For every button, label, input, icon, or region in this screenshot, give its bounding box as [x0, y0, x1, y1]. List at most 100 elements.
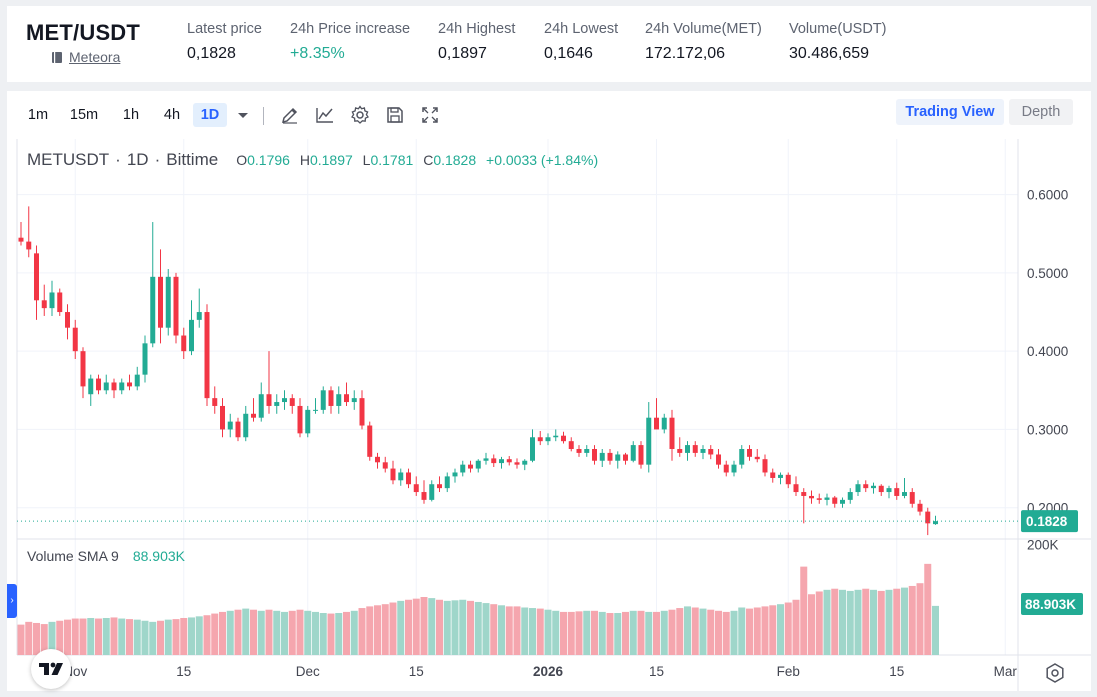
candle-body[interactable] — [49, 292, 55, 309]
candle-body[interactable] — [483, 458, 489, 461]
candle-body[interactable] — [770, 472, 776, 478]
candle-body[interactable] — [816, 498, 822, 500]
tab-trading-view[interactable]: Trading View — [896, 99, 1004, 125]
candle-body[interactable] — [506, 459, 512, 463]
candle-body[interactable] — [111, 382, 117, 391]
candlestick-chart[interactable]: 0.60000.50000.40000.30000.2000200K100K0.… — [7, 139, 1091, 691]
pencil-icon[interactable] — [279, 104, 301, 126]
candle-body[interactable] — [382, 462, 388, 469]
candle-body[interactable] — [444, 476, 450, 489]
candle-body[interactable] — [181, 335, 187, 352]
candle-body[interactable] — [615, 454, 621, 461]
candle-body[interactable] — [925, 511, 931, 524]
tradingview-logo-icon[interactable] — [31, 649, 71, 689]
candle-body[interactable] — [158, 276, 163, 328]
candle-body[interactable] — [902, 492, 907, 496]
candle-body[interactable] — [26, 241, 32, 250]
candle-body[interactable] — [65, 312, 70, 328]
candle-body[interactable] — [289, 398, 295, 406]
candle-body[interactable] — [437, 484, 442, 489]
candle-body[interactable] — [189, 319, 194, 352]
candle-body[interactable] — [173, 276, 179, 336]
candle-body[interactable] — [313, 409, 318, 411]
candle-body[interactable] — [685, 445, 690, 453]
candle-body[interactable] — [514, 462, 520, 465]
candle-body[interactable] — [630, 445, 636, 461]
candle-body[interactable] — [801, 492, 807, 496]
candle-body[interactable] — [762, 459, 768, 473]
candle-body[interactable] — [754, 456, 760, 460]
project-name[interactable]: Meteora — [69, 49, 121, 65]
candle-body[interactable] — [809, 495, 814, 499]
candle-body[interactable] — [72, 327, 78, 352]
candle-body[interactable] — [34, 253, 39, 301]
candle-body[interactable] — [909, 492, 915, 504]
candle-body[interactable] — [793, 484, 799, 493]
candle-body[interactable] — [878, 485, 884, 493]
candle-body[interactable] — [832, 497, 838, 504]
candle-body[interactable] — [142, 343, 148, 375]
candle-body[interactable] — [638, 445, 644, 465]
candle-body[interactable] — [731, 464, 737, 473]
candle-body[interactable] — [871, 485, 876, 489]
candle-body[interactable] — [243, 413, 249, 438]
candle-body[interactable] — [212, 398, 218, 406]
candle-body[interactable] — [778, 474, 783, 478]
candle-body[interactable] — [669, 417, 675, 449]
candle-body[interactable] — [491, 458, 497, 464]
candle-body[interactable] — [375, 456, 380, 463]
candle-body[interactable] — [88, 378, 94, 395]
candle-body[interactable] — [134, 374, 140, 387]
candle-body[interactable] — [847, 492, 853, 500]
candle-body[interactable] — [390, 468, 396, 481]
settings-icon[interactable] — [349, 104, 371, 126]
candle-body[interactable] — [677, 449, 683, 453]
candle-body[interactable] — [421, 492, 427, 500]
candle-body[interactable] — [282, 398, 287, 403]
candle-body[interactable] — [220, 405, 225, 430]
candle-body[interactable] — [863, 484, 869, 489]
candle-body[interactable] — [413, 484, 419, 493]
candle-body[interactable] — [165, 276, 171, 328]
candle-body[interactable] — [320, 390, 326, 410]
candle-body[interactable] — [700, 449, 706, 453]
side-panel-toggle[interactable]: › — [7, 584, 17, 618]
candle-body[interactable] — [204, 312, 210, 399]
candle-body[interactable] — [553, 435, 559, 438]
candle-body[interactable] — [840, 499, 845, 504]
candle-body[interactable] — [499, 459, 504, 464]
candle-body[interactable] — [305, 409, 311, 434]
candle-body[interactable] — [344, 394, 349, 403]
candle-body[interactable] — [150, 276, 156, 344]
candle-body[interactable] — [537, 437, 543, 442]
candle-body[interactable] — [452, 472, 458, 477]
candle-body[interactable] — [274, 402, 280, 406]
candle-body[interactable] — [460, 464, 466, 473]
timeframe-dropdown-icon[interactable] — [232, 104, 254, 126]
save-icon[interactable] — [384, 104, 406, 126]
tab-depth[interactable]: Depth — [1009, 99, 1073, 125]
timeframe-1d[interactable]: 1D — [193, 103, 227, 127]
candle-body[interactable] — [824, 497, 830, 500]
candle-body[interactable] — [646, 417, 652, 465]
candle-body[interactable] — [41, 300, 47, 309]
candle-body[interactable] — [654, 417, 659, 430]
candle-body[interactable] — [96, 378, 101, 391]
candle-body[interactable] — [739, 449, 745, 465]
candle-body[interactable] — [127, 382, 132, 387]
candle-body[interactable] — [57, 292, 63, 313]
candle-body[interactable] — [468, 464, 473, 469]
chart-area[interactable]: 0.60000.50000.40000.30000.2000200K100K0.… — [7, 139, 1091, 691]
candle-body[interactable] — [336, 394, 342, 406]
project-link[interactable]: Meteora — [51, 49, 120, 65]
candle-body[interactable] — [398, 472, 404, 481]
indicator-icon[interactable] — [314, 104, 336, 126]
candle-body[interactable] — [196, 312, 202, 320]
candle-body[interactable] — [406, 472, 411, 485]
candle-body[interactable] — [530, 437, 535, 461]
candle-body[interactable] — [692, 445, 698, 453]
candle-body[interactable] — [886, 488, 892, 493]
candle-body[interactable] — [785, 474, 791, 485]
candle-body[interactable] — [917, 503, 923, 512]
candle-body[interactable] — [747, 449, 752, 457]
